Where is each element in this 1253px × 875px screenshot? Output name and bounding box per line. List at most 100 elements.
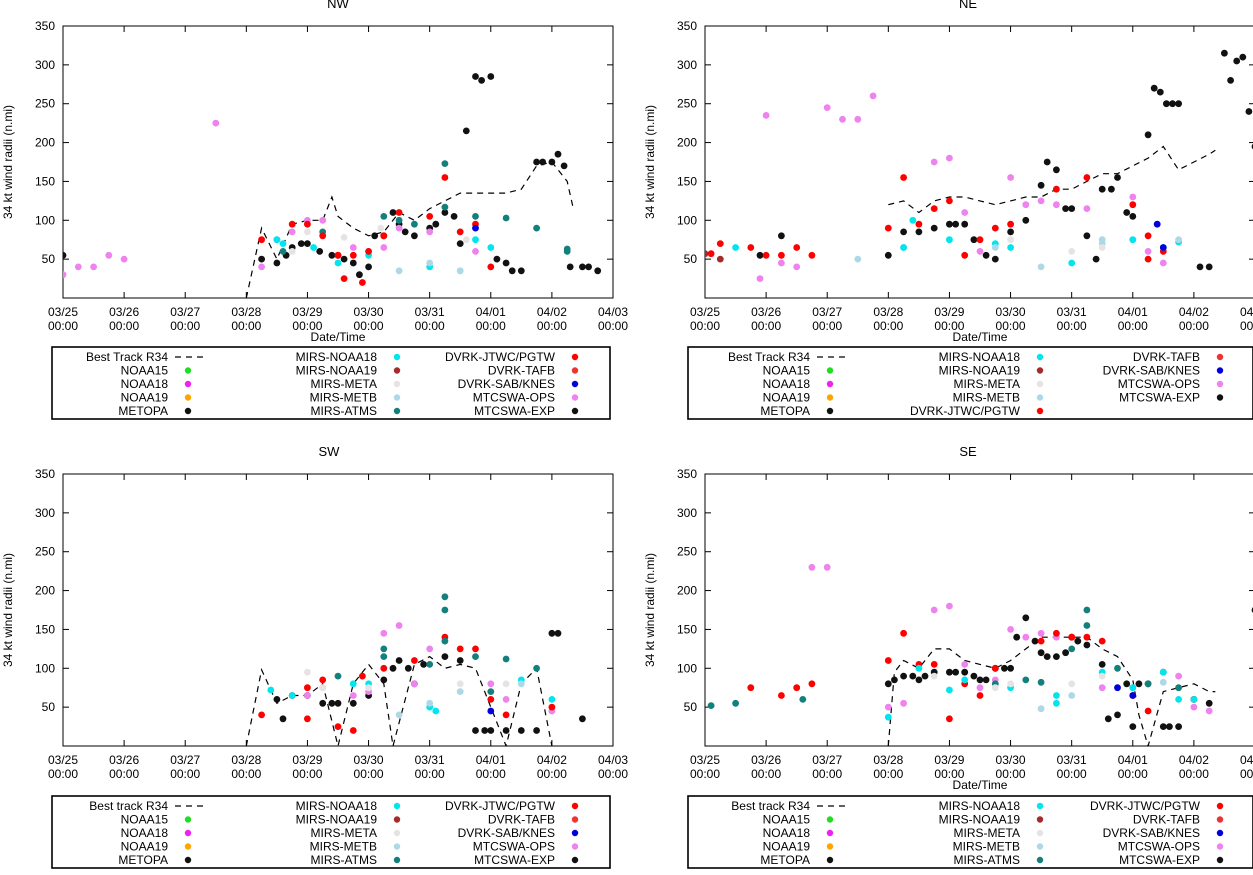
ne-point-mirs-metb <box>1175 236 1182 244</box>
se-xtick-date: 04/01 <box>1118 753 1148 767</box>
nw-point-mtcswa-exp <box>579 263 586 271</box>
ne-point-dvrk-jtwc-pgtw <box>1007 220 1014 228</box>
se-legend-marker <box>1036 856 1044 864</box>
se-ylabel: 34 kt wind radii (n.mi) <box>643 553 657 667</box>
ne-point-mtcswa-exp <box>1083 232 1091 240</box>
sw-point-mirs-metb <box>395 711 403 719</box>
se-point-mtcswa-exp <box>1114 711 1121 719</box>
se-point-mirs-atms <box>732 699 739 707</box>
nw-point-mtcswa-ops <box>258 263 265 271</box>
ne-point-dvrk-jtwc-pgtw <box>946 197 953 205</box>
nw-legend-label: METOPA <box>118 404 168 418</box>
ne-point-mirs-noaa18 <box>909 216 917 224</box>
nw-title: NW <box>327 0 349 11</box>
se-point-mirs-noaa18 <box>1190 696 1198 703</box>
nw-xtick-date: 04/03 <box>598 305 628 319</box>
ne-point-mirs-noaa18 <box>900 244 907 251</box>
ne-point-mtcswa-exp <box>1221 49 1228 57</box>
ne-point-mtcswa-exp <box>952 220 959 228</box>
ne-legend-label: MTCSWA-EXP <box>1119 391 1200 405</box>
ne-point-mtcswa-exp <box>756 251 764 259</box>
se-point-mtcswa-ops <box>900 699 907 707</box>
ne-legend-label: Best Track R34 <box>728 350 810 364</box>
se-xtick-time: 00:00 <box>996 767 1026 781</box>
nw-legend-label: DVRK-TAFB <box>488 364 555 378</box>
se-point-dvrk-jtwc-pgtw <box>1098 637 1106 645</box>
nw-legend-marker <box>571 353 579 361</box>
nw-panel: NW 34 kt wind radii (n.mi) 50 100 150 200 250 3… <box>1 0 628 420</box>
ne-ylabel: 34 kt wind radii (n.mi) <box>643 105 657 219</box>
sw-point-mtcswa-exp <box>472 727 479 734</box>
ne-xtick-time: 00:00 <box>873 319 903 333</box>
nw-xtick-time: 00:00 <box>231 319 261 333</box>
sw-point-dvrk-jtwc-pgtw <box>359 672 366 680</box>
sw-xtick-date: 03/26 <box>109 753 139 767</box>
se-point-mirs-atms <box>1114 664 1121 672</box>
nw-ylabel: 34 kt wind radii (n.mi) <box>1 105 15 219</box>
se-point-mirs-noaa18 <box>884 713 892 721</box>
se-point-mtcswa-ops <box>1205 707 1213 715</box>
nw-ytick-label: 350 <box>35 19 55 33</box>
se-point-mirs-meta <box>1098 672 1106 680</box>
ne-ytick-label: 150 <box>677 174 697 188</box>
se-point-mtcswa-exp <box>1175 723 1182 730</box>
se-point-mirs-atms <box>1037 678 1045 686</box>
nw-xtick-time: 00:00 <box>292 319 322 333</box>
se-legend-label: METOPA <box>760 853 810 867</box>
ne-point-mtcswa-ops <box>1007 174 1014 181</box>
se-point-mtcswa-exp <box>1031 637 1039 645</box>
nw-data-layer <box>63 73 602 298</box>
se-point-dvrk-jtwc-pgtw <box>1144 707 1152 715</box>
se-point-mirs-noaa18 <box>1175 696 1182 703</box>
ne-legend-label: DVRK-TAFB <box>1133 350 1200 364</box>
nw-point-mtcswa-exp <box>560 162 568 170</box>
nw-point-mirs-noaa18 <box>334 259 342 267</box>
nw-xtick-date: 03/30 <box>354 305 384 319</box>
se-point-mtcswa-exp <box>921 672 929 680</box>
nw-point-mtcswa-exp <box>328 251 336 259</box>
nw-xtick-date: 04/01 <box>476 305 506 319</box>
se-point-mirs-metb <box>1068 692 1076 699</box>
ne-point-mtcswa-ops <box>854 115 862 123</box>
ne-ytick-label: 250 <box>677 97 697 111</box>
sw-point-mtcswa-exp <box>533 727 540 734</box>
ne-point-mtcswa-ops <box>1022 201 1030 209</box>
se-xtick-time: 00:00 <box>1057 767 1087 781</box>
se-point-dvrk-jtwc-pgtw <box>1037 637 1045 645</box>
sw-ytick-label: 50 <box>42 700 56 714</box>
se-legend-label: Best track R34 <box>731 799 810 813</box>
nw-point-mirs-noaa18 <box>279 240 287 248</box>
se-point-dvrk-jtwc-pgtw <box>793 684 801 692</box>
sw-xtick-time: 00:00 <box>109 767 139 781</box>
nw-ytick-label: 200 <box>35 136 55 150</box>
nw-legend-label: MTCSWA-OPS <box>473 391 555 405</box>
ne-point-mtcswa-exp <box>970 236 978 244</box>
nw-point-dvrk-jtwc-pgtw <box>395 209 403 216</box>
ne-ytick-label: 200 <box>677 136 697 150</box>
nw-point-dvrk-jtwc-pgtw <box>319 232 327 240</box>
ne-point-dvrk-jtwc-pgtw <box>1129 201 1137 209</box>
sw-point-mirs-metb <box>426 699 434 707</box>
ne-title: NE <box>959 0 977 11</box>
nw-point-mtcswa-exp <box>508 267 516 275</box>
sw-xtick-date: 03/30 <box>354 753 384 767</box>
ne-point-mtcswa-ops <box>778 259 785 267</box>
se-legend-marker <box>1036 829 1044 837</box>
ne-point-mtcswa-ops <box>961 209 969 216</box>
nw-point-mtcswa-exp <box>478 77 485 84</box>
ne-xtick-date: 03/28 <box>873 305 903 319</box>
ne-point-mtcswa-exp <box>1043 158 1051 166</box>
se-legend-marker <box>1216 829 1224 837</box>
nw-point-dvrk-jtwc-pgtw <box>258 236 265 244</box>
sw-point-mtcswa-exp <box>273 696 281 703</box>
nw-point-dvrk-jtwc-pgtw <box>441 174 449 181</box>
ne-point-mtcswa-ops <box>762 112 770 119</box>
nw-point-dvrk-jtwc-pgtw <box>304 220 311 228</box>
se-point-mirs-meta <box>991 684 999 692</box>
se-point-mirs-atms <box>1175 684 1182 692</box>
sw-point-mtcswa-ops <box>349 692 357 699</box>
se-best-track-line <box>887 636 1216 746</box>
se-xtick-time: 00:00 <box>1240 767 1253 781</box>
ne-xtick-date: 03/25 <box>690 305 720 319</box>
se-legend-label: DVRK-TAFB <box>1133 813 1200 827</box>
